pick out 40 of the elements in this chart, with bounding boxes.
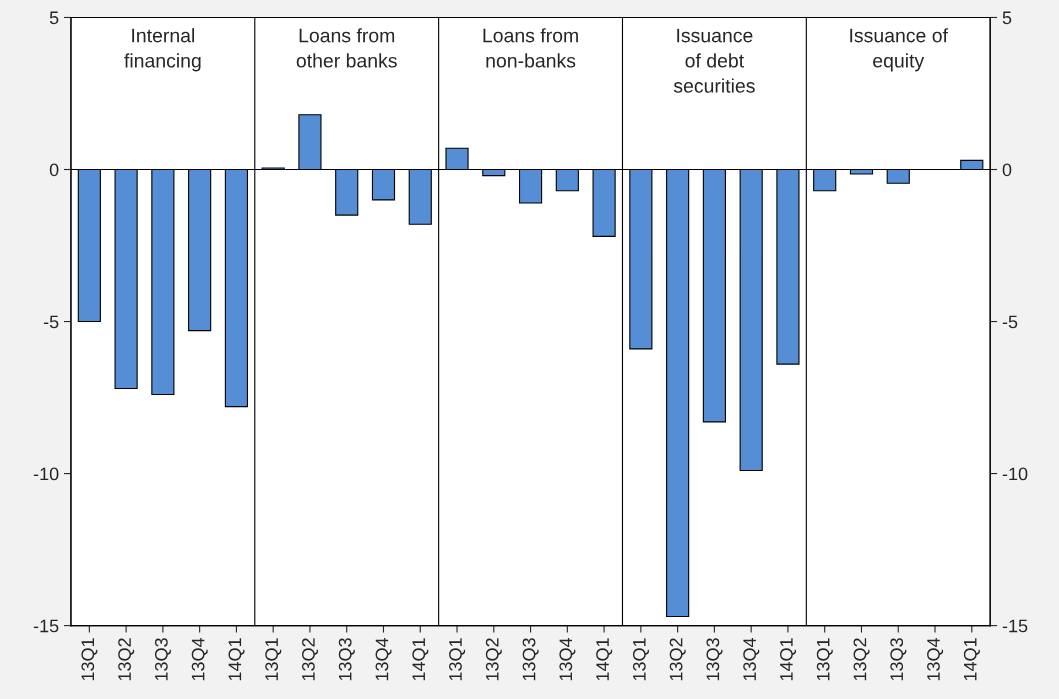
- x-tick-label: 13Q3: [706, 638, 723, 681]
- x-tick-label: 13Q2: [669, 638, 686, 681]
- annotation: Loans from other banks: [296, 28, 397, 68]
- annotation: Issuance of equity: [850, 28, 948, 72]
- annotation: Loans from non-banks: [483, 28, 578, 68]
- x-tick-label: 13Q4: [375, 637, 392, 681]
- x-tick-label: 14Q1: [596, 638, 613, 681]
- x-tick-label: 13Q1: [816, 638, 833, 681]
- x-tick-label: 13Q4: [559, 637, 576, 681]
- x-tick-label: 13Q1: [265, 638, 282, 681]
- x-tick-label: 14Q1: [228, 638, 245, 681]
- y2-tick-label: -5: [1002, 315, 1018, 329]
- x-tick-label: 13Q1: [632, 638, 649, 681]
- y-tick-label: -15: [33, 619, 59, 633]
- y2-tick-label: -15: [1002, 619, 1028, 633]
- y2-tick-label: 0: [1002, 163, 1012, 177]
- x-tick-label: 14Q1: [780, 638, 797, 681]
- y2-tick-label: -10: [1002, 467, 1028, 481]
- y2-tick-label: 5: [1002, 11, 1012, 25]
- x-tick-label: 13Q1: [81, 638, 98, 681]
- y-tick-label: 0: [49, 163, 59, 177]
- x-tick-label: 13Q2: [485, 638, 502, 681]
- x-tick-label: 13Q3: [522, 638, 539, 681]
- x-tick-label: 14Q1: [412, 638, 429, 681]
- x-tick-label: 13Q1: [449, 638, 466, 681]
- x-tick-label: 13Q3: [890, 638, 907, 681]
- y-tick-label: -5: [43, 315, 59, 329]
- x-tick-label: 13Q2: [853, 638, 870, 681]
- x-tick-label: 13Q2: [302, 638, 319, 681]
- x-tick-label: 14Q1: [963, 638, 980, 681]
- annotation: Issuance of debt securities: [673, 28, 755, 93]
- x-tick-label: 13Q4: [191, 637, 208, 681]
- x-tick-label: 13Q3: [338, 638, 355, 681]
- annotation: Internal financing: [124, 28, 201, 72]
- x-tick-label: 13Q4: [927, 637, 944, 681]
- x-tick-label: 13Q4: [743, 637, 760, 681]
- x-tick-label: 13Q3: [154, 638, 171, 681]
- x-tick-label: 13Q2: [118, 638, 135, 681]
- y-tick-label: -10: [33, 467, 59, 481]
- y-tick-label: 5: [49, 11, 59, 25]
